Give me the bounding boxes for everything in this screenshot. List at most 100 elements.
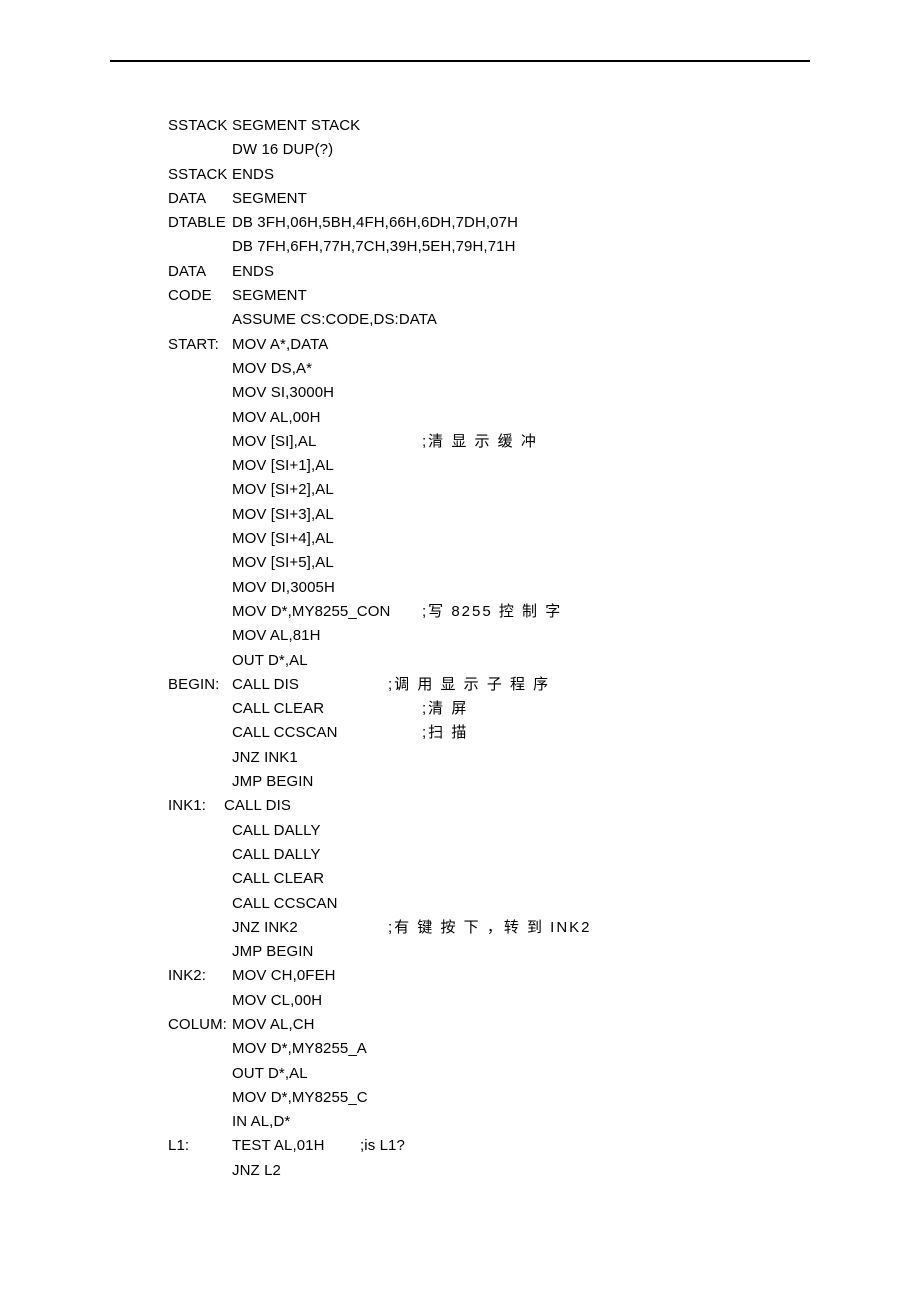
code-line: MOV DS,A* [168,357,920,381]
code-comment: ;写 8255 控 制 字 [422,600,562,624]
code-label: SSTACK [168,163,232,187]
code-line: JNZ INK2;有 键 按 下 ，转 到 INK2 [168,916,920,940]
code-line: SSTACKENDS [168,163,920,187]
horizontal-rule [110,60,810,62]
code-comment: ;清 屏 [422,697,468,721]
code-label [168,138,232,162]
code-instruction: TEST AL,01H [232,1134,360,1158]
code-instruction: SEGMENT [232,284,307,308]
code-line: OUT D*,AL [168,649,920,673]
code-line: BEGIN:CALL DIS;调 用 显 示 子 程 序 [168,673,920,697]
code-instruction: IN AL,D* [232,1110,290,1134]
code-label [168,624,232,648]
code-line: MOV [SI],AL;清 显 示 缓 冲 [168,430,920,454]
code-label [168,381,232,405]
code-label: DATA [168,260,232,284]
code-label [168,892,232,916]
code-line: MOV [SI+2],AL [168,478,920,502]
code-comment: ;清 显 示 缓 冲 [422,430,538,454]
code-label [168,770,232,794]
code-label [168,940,232,964]
code-line: DB 7FH,6FH,77H,7CH,39H,5EH,79H,71H [168,235,920,259]
code-line: MOV SI,3000H [168,381,920,405]
code-line: COLUM:MOV AL,CH [168,1013,920,1037]
code-instruction: MOV AL,81H [232,624,321,648]
code-label [168,697,232,721]
code-line: JMP BEGIN [168,940,920,964]
code-line: DATASEGMENT [168,187,920,211]
code-label [168,989,232,1013]
code-instruction: ENDS [232,260,274,284]
code-comment: ;调 用 显 示 子 程 序 [388,673,550,697]
code-line: START:MOV A*,DATA [168,333,920,357]
code-label [168,916,232,940]
code-label: DATA [168,187,232,211]
code-instruction: CALL CLEAR [232,867,324,891]
code-instruction: ENDS [232,163,274,187]
code-label [168,1086,232,1110]
code-instruction: CALL DIS [224,794,291,818]
code-line: CALL CCSCAN;扫 描 [168,721,920,745]
code-line: CALL DALLY [168,819,920,843]
code-instruction: MOV AL,CH [232,1013,315,1037]
code-label [168,478,232,502]
code-label [168,746,232,770]
code-instruction: CALL DIS [232,673,388,697]
code-line: CALL CCSCAN [168,892,920,916]
code-instruction: JMP BEGIN [232,940,313,964]
code-label [168,235,232,259]
code-instruction: MOV [SI],AL [232,430,422,454]
code-instruction: MOV [SI+4],AL [232,527,334,551]
code-label [168,551,232,575]
code-line: MOV [SI+1],AL [168,454,920,478]
code-instruction: CALL DALLY [232,819,321,843]
code-label: SSTACK [168,114,232,138]
code-instruction: JNZ L2 [232,1159,281,1183]
code-instruction: CALL DALLY [232,843,321,867]
code-line: MOV [SI+5],AL [168,551,920,575]
code-label: COLUM: [168,1013,232,1037]
code-instruction: OUT D*,AL [232,1062,308,1086]
code-instruction: DW 16 DUP(?) [232,138,333,162]
code-instruction: CALL CCSCAN [232,892,338,916]
code-line: MOV AL,81H [168,624,920,648]
code-line: MOV AL,00H [168,406,920,430]
code-line: CALL CLEAR [168,867,920,891]
code-line: CALL DALLY [168,843,920,867]
code-line: JNZ INK1 [168,746,920,770]
code-label: CODE [168,284,232,308]
code-instruction: MOV SI,3000H [232,381,334,405]
code-instruction: MOV D*,MY8255_C [232,1086,368,1110]
code-instruction: DB 3FH,06H,5BH,4FH,66H,6DH,7DH,07H [232,211,518,235]
code-label [168,527,232,551]
code-line: SSTACKSEGMENT STACK [168,114,920,138]
code-comment: ;有 键 按 下 ，转 到 INK2 [388,916,592,940]
code-instruction: CALL CLEAR [232,697,422,721]
code-line: MOV CL,00H [168,989,920,1013]
code-label [168,308,232,332]
code-label: L1: [168,1134,232,1158]
code-instruction: SEGMENT [232,187,307,211]
code-label: DTABLE [168,211,232,235]
code-instruction: JNZ INK2 [232,916,388,940]
code-line: MOV D*,MY8255_C [168,1086,920,1110]
code-instruction: MOV [SI+2],AL [232,478,334,502]
code-label [168,503,232,527]
code-comment: ;is L1? [360,1134,405,1158]
code-label [168,843,232,867]
code-label [168,1037,232,1061]
code-instruction: MOV AL,00H [232,406,321,430]
code-instruction: MOV A*,DATA [232,333,328,357]
code-line: MOV DI,3005H [168,576,920,600]
code-line: CALL CLEAR;清 屏 [168,697,920,721]
code-line: DW 16 DUP(?) [168,138,920,162]
code-label [168,430,232,454]
code-label: INK2: [168,964,232,988]
code-comment: ;扫 描 [422,721,468,745]
code-label [168,1062,232,1086]
code-label [168,867,232,891]
code-instruction: MOV CH,0FEH [232,964,336,988]
code-instruction: MOV DS,A* [232,357,312,381]
code-instruction: MOV [SI+5],AL [232,551,334,575]
code-instruction: JNZ INK1 [232,746,298,770]
